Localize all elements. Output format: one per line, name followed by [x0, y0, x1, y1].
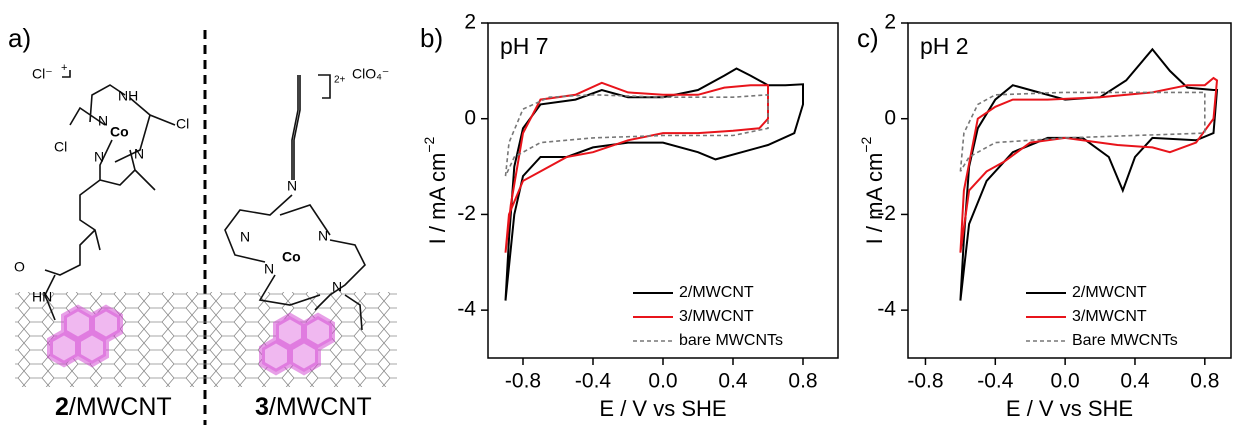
- atom-label: N: [264, 261, 274, 277]
- y-axis-title-sup: −2: [421, 136, 437, 152]
- cv-curve: [959, 76, 1219, 253]
- x-tick-label: 0.4: [718, 370, 748, 393]
- atom-label: Cl: [54, 139, 67, 155]
- caption-text: /MWCNT: [269, 393, 372, 421]
- atom-label: 2+: [334, 75, 346, 86]
- x-tick-label: 0.0: [1051, 370, 1080, 393]
- x-axis-title: E / V vs SHE: [1006, 396, 1133, 421]
- caption-number: 2: [55, 393, 69, 421]
- y-axis-title-text: I / mA cm: [862, 153, 887, 245]
- atom-label: N: [94, 149, 104, 165]
- panel-label: a): [8, 23, 31, 53]
- atom-label: N: [318, 228, 328, 244]
- atom-label: HN: [32, 289, 52, 305]
- legend-label: 2/MWCNT: [1072, 284, 1147, 301]
- y-tick-label: 0: [884, 106, 896, 129]
- x-tick-label: 0.0: [648, 370, 677, 393]
- chart: -0.8 -0.4 0.0 0.4 0.8 -4 -2 0 2 E / V vs SHE I / m…: [857, 11, 1232, 421]
- atom-label: N: [287, 178, 297, 194]
- x-tick-label: 0.4: [1120, 370, 1150, 393]
- cv-curve: [959, 91, 1206, 172]
- legend-label: Bare MWCNTs: [1072, 332, 1178, 349]
- y-tick-label: 2: [884, 11, 896, 34]
- annotation: pH 2: [920, 33, 969, 59]
- x-axis-title: E / V vs SHE: [599, 396, 726, 421]
- atom-label: N: [240, 229, 250, 245]
- plot-frame: [487, 22, 839, 359]
- chart: -0.8 -0.4 0.0 0.4 0.8 -4 -2 0 2 E / V vs SHE I / m…: [420, 11, 839, 421]
- caption-number: 3: [255, 393, 269, 421]
- pyrene: [47, 304, 335, 376]
- caption-text: /MWCNT: [69, 393, 172, 421]
- y-axis-title-sup: −2: [858, 136, 874, 152]
- y-axis-title: I / mA cm−2: [421, 136, 450, 244]
- panel-a: a) Cl⁻ + NH N Co Cl Cl N N O HN 2+ ClO₄⁻…: [8, 23, 397, 425]
- y-tick-label: -4: [457, 298, 476, 321]
- annotation: pH 7: [500, 33, 549, 59]
- x-tick-label: 0.8: [1190, 370, 1219, 393]
- caption: 3/MWCNT: [255, 393, 372, 421]
- cv-curve: [504, 81, 769, 253]
- y-tick-label: -4: [877, 298, 896, 321]
- plot-frame: [907, 22, 1232, 359]
- bonds: [44, 70, 366, 331]
- atom-label: ClO₄⁻: [352, 66, 389, 82]
- atom-label: N: [98, 113, 108, 129]
- atom-label: O: [14, 259, 25, 275]
- panel-label: b): [420, 23, 443, 53]
- legend-label: 3/MWCNT: [1072, 308, 1147, 325]
- atom-label: N: [332, 279, 342, 295]
- legend-label: bare MWCNTs: [679, 332, 783, 349]
- x-tick-label: -0.4: [977, 370, 1014, 393]
- x-tick-label: -0.8: [505, 370, 541, 393]
- atom-label: +: [61, 62, 67, 74]
- atom-label: NH: [118, 88, 138, 104]
- atom-label: N: [134, 146, 144, 162]
- cv-curve: [504, 93, 769, 177]
- atom-label: Cl: [176, 116, 189, 132]
- y-tick-label: 0: [464, 106, 476, 129]
- y-tick-label: -2: [877, 202, 896, 225]
- atom-label: Co: [110, 124, 129, 140]
- x-tick-label: 0.8: [788, 370, 817, 393]
- atom-label: Co: [282, 249, 301, 265]
- y-tick-label: -2: [457, 202, 476, 225]
- y-axis-title: I / mA cm−2: [858, 136, 887, 244]
- cv-curve: [504, 67, 804, 301]
- legend-label: 2/MWCNT: [679, 284, 754, 301]
- y-tick-label: 2: [464, 11, 476, 34]
- atom-label: Cl⁻: [32, 66, 53, 82]
- caption: 2/MWCNT: [55, 393, 172, 421]
- y-axis-title-text: I / mA cm: [425, 153, 450, 245]
- legend-label: 3/MWCNT: [679, 308, 754, 325]
- panel-label: c): [857, 23, 879, 53]
- x-tick-label: -0.8: [907, 370, 943, 393]
- x-tick-label: -0.4: [575, 370, 612, 393]
